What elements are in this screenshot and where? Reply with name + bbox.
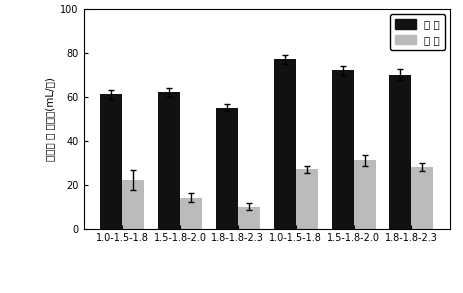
Bar <box>295 169 317 229</box>
Bar <box>122 180 144 229</box>
Bar <box>273 59 295 229</box>
Bar <box>353 161 375 229</box>
Bar <box>215 108 238 229</box>
Bar <box>331 70 353 229</box>
Bar <box>388 75 411 229</box>
Bar <box>100 94 122 229</box>
Y-axis label: 급액량 및 배액량(mL/주): 급액량 및 배액량(mL/주) <box>44 77 55 161</box>
Bar <box>411 167 432 229</box>
Legend: 급 액, 배 액: 급 액, 배 액 <box>389 14 444 50</box>
Bar <box>158 92 180 229</box>
Bar <box>180 198 201 229</box>
Bar <box>238 207 259 229</box>
